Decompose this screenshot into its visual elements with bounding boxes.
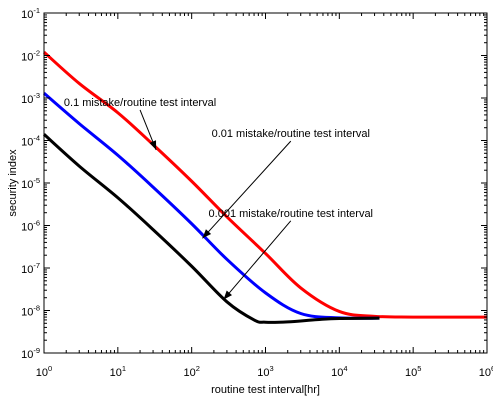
x-tick-label: 106	[479, 364, 493, 379]
annotation-arrowhead-2	[223, 290, 233, 300]
series-line-2	[42, 133, 380, 324]
y-tick-label: 10-9	[21, 346, 40, 361]
annotation-arrowhead-1	[202, 229, 212, 239]
series-layer	[42, 51, 488, 324]
x-tick-label: 101	[110, 364, 126, 379]
plot-frame	[43, 12, 488, 354]
annotation-arrowhead-0	[149, 140, 157, 150]
annotation-layer: 0.1 mistake/routine test interval 0.01 mi…	[64, 97, 373, 300]
plot-background	[44, 13, 487, 353]
x-tick-label: 102	[183, 364, 199, 379]
x-axis-label: routine test interval[hr]	[211, 384, 320, 396]
y-tick-label: 10-3	[21, 91, 40, 106]
annotation-label-0: 0.1 mistake/routine test interval	[64, 97, 216, 109]
annotation-arrow-line-2	[223, 220, 292, 300]
annotation-label-2: 0.001 mistake/routine test interval	[209, 208, 373, 220]
x-tick-label: 100	[36, 364, 52, 379]
y-tick-label: 10-5	[21, 176, 40, 191]
y-axis-label: security index	[7, 149, 19, 217]
y-tick-label: 10-7	[21, 261, 40, 276]
series-line-0	[43, 51, 488, 319]
x-tick-label: 103	[257, 364, 273, 379]
y-tick-label: 10-2	[21, 49, 40, 64]
x-tick-label: 104	[331, 364, 347, 379]
x-tick-label: 105	[405, 364, 421, 379]
annotation-label-1: 0.01 mistake/routine test interval	[212, 128, 370, 140]
series-line-1	[43, 92, 380, 320]
y-tick-label: 10-8	[21, 304, 40, 319]
annotation-arrow-line-1	[202, 140, 292, 239]
y-tick-label: 10-6	[21, 219, 40, 234]
y-tick-label: 10-1	[21, 6, 40, 21]
y-tick-label: 10-4	[21, 134, 40, 149]
